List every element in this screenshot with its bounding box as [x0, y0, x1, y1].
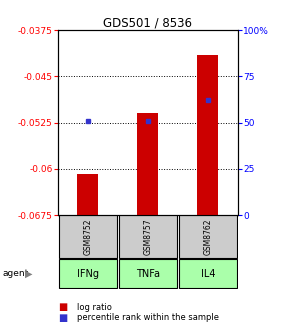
Title: GDS501 / 8536: GDS501 / 8536: [104, 16, 192, 29]
Text: ■: ■: [58, 302, 67, 312]
Text: TNFa: TNFa: [136, 269, 160, 279]
Bar: [59, 259, 117, 288]
Bar: [119, 215, 177, 258]
Text: GSM8757: GSM8757: [143, 218, 153, 255]
Text: ■: ■: [58, 312, 67, 323]
Bar: [197, 55, 218, 215]
Bar: [179, 259, 237, 288]
Text: percentile rank within the sample: percentile rank within the sample: [77, 313, 219, 322]
Bar: [179, 215, 237, 258]
Text: GSM8762: GSM8762: [203, 218, 212, 255]
Text: log ratio: log ratio: [77, 303, 112, 312]
Text: IFNg: IFNg: [77, 269, 99, 279]
Text: agent: agent: [3, 269, 29, 278]
Text: IL4: IL4: [201, 269, 215, 279]
Bar: [77, 174, 98, 215]
Text: GSM8752: GSM8752: [84, 218, 93, 255]
Text: ▶: ▶: [25, 269, 32, 279]
Bar: [59, 215, 117, 258]
Bar: [119, 259, 177, 288]
Bar: [137, 113, 158, 215]
